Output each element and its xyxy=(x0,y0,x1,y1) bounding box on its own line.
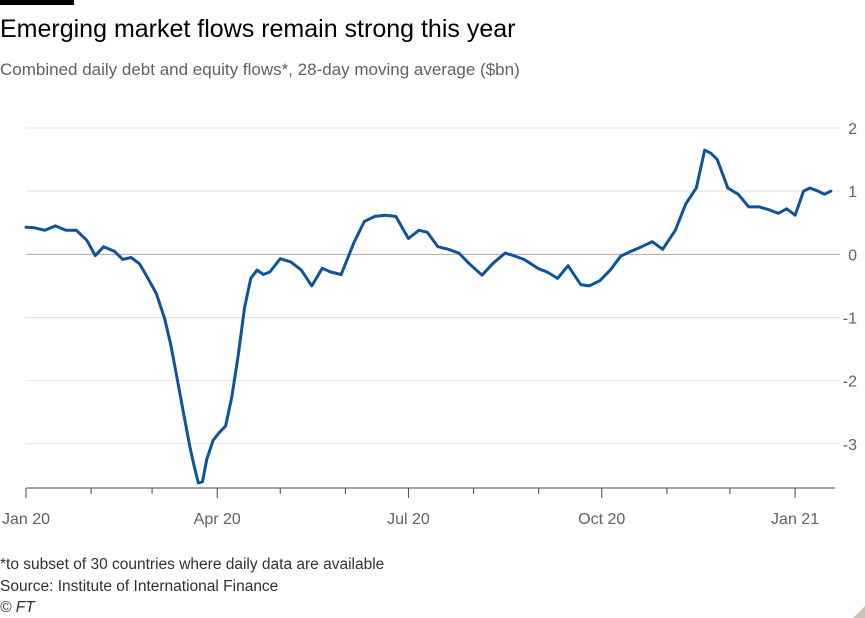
line-chart: 2 1 0 -1 -2 -3 Jan 20 Apr 20 Jul 20 Oct 20 Jan 21 xyxy=(2,121,857,528)
y-tick-label: 0 xyxy=(848,247,857,264)
x-tick-label: Jan 21 xyxy=(771,511,819,528)
copyright-credit: © FT xyxy=(0,599,35,616)
corner-mark xyxy=(853,606,865,618)
y-tick-label: 1 xyxy=(848,184,857,201)
chart-subtitle: Combined daily debt and equity flows*, 2… xyxy=(0,60,520,79)
x-tick-label: Oct 20 xyxy=(578,511,625,528)
chart-title: Emerging market flows remain strong this… xyxy=(0,15,516,43)
series-line-flows xyxy=(24,148,833,485)
footnote: *to subset of 30 countries where daily d… xyxy=(0,556,385,573)
y-tick-label: -3 xyxy=(843,437,857,454)
y-tick-label: -1 xyxy=(843,310,857,327)
x-tick-label: Apr 20 xyxy=(194,511,241,528)
y-tick-label: -2 xyxy=(843,374,857,391)
source-note: Source: Institute of International Finan… xyxy=(0,578,279,595)
x-tick-label: Jan 20 xyxy=(2,511,50,528)
y-tick-label: 2 xyxy=(848,121,857,138)
x-tick-label: Jul 20 xyxy=(387,511,430,528)
ft-top-bar xyxy=(0,0,74,5)
